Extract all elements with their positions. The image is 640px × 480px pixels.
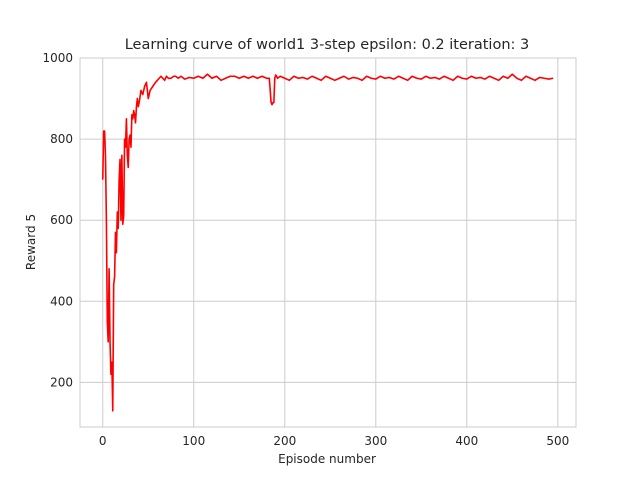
x-tick-label: 200 — [273, 434, 296, 448]
y-tick-label: 1000 — [42, 51, 73, 65]
series-layer — [101, 73, 554, 412]
x-tick-label: 300 — [364, 434, 387, 448]
x-tick-label: 100 — [182, 434, 205, 448]
reward-series-line — [101, 73, 554, 412]
x-tick-label: 400 — [455, 434, 478, 448]
x-axis-label: Episode number — [278, 452, 376, 466]
y-tick-label: 400 — [50, 294, 73, 308]
x-tick-label: 0 — [99, 434, 107, 448]
x-tick-label: 500 — [546, 434, 569, 448]
y-tick-label: 600 — [50, 213, 73, 227]
tick-labels: 0 100 200 300 400 500 200 400 600 800 1000 — [42, 51, 569, 448]
plot-frame — [79, 57, 577, 428]
chart-title: Learning curve of world1 3-step epsilon:… — [125, 37, 530, 53]
y-axis-label: Reward 5 — [24, 214, 38, 270]
y-tick-label: 800 — [50, 132, 73, 146]
y-tick-label: 200 — [50, 375, 73, 389]
